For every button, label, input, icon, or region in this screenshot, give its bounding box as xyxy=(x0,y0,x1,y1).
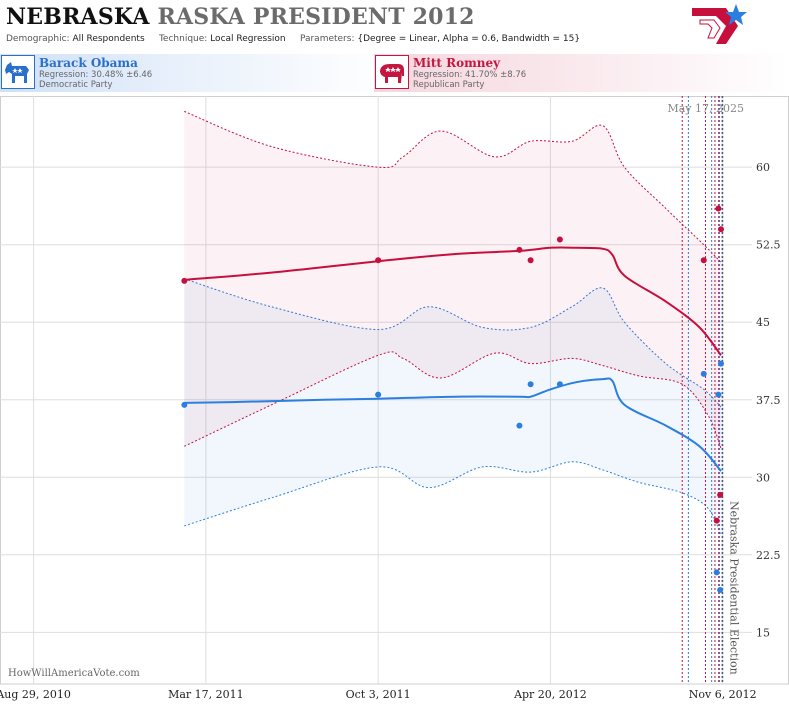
poll-point-0 xyxy=(700,370,707,377)
band-fill-0 xyxy=(184,278,722,536)
poll-point-1 xyxy=(713,517,720,524)
poll-point-0 xyxy=(181,401,188,408)
demographic-label: Demographic: xyxy=(6,34,70,44)
y-tick-label: 15 xyxy=(756,626,770,639)
poll-point-1 xyxy=(717,491,724,498)
star-stripes-logo-icon xyxy=(692,4,747,44)
elephant-icon xyxy=(375,55,409,89)
poll-point-1 xyxy=(375,257,382,264)
poll-point-1 xyxy=(700,257,707,264)
y-tick-label: 22.5 xyxy=(756,549,781,562)
obama-name: Barack Obama xyxy=(39,56,138,70)
y-tick-label: 37.5 xyxy=(756,394,781,407)
chart-labels: May 17, 2025 HowWillAmericaVote.com Nebras… xyxy=(8,102,744,679)
axes: 15 22.5 30 37.5 45 52.5 60 Aug 29, 2010 Mar 17, … xyxy=(0,161,781,701)
poll-point-0 xyxy=(375,391,382,398)
poll-date-lines xyxy=(681,96,724,684)
poll-point-0 xyxy=(516,422,523,429)
poll-point-1 xyxy=(516,246,523,253)
x-tick-label: Oct 3, 2011 xyxy=(346,688,411,701)
x-tick-label: Mar 17, 2011 xyxy=(168,688,244,701)
donkey-icon xyxy=(1,55,35,89)
y-tick-label: 30 xyxy=(756,471,770,484)
title-race: PRESIDENT 2012 xyxy=(252,4,475,30)
poll-point-0 xyxy=(715,391,722,398)
title-state-fragment: RASKA xyxy=(157,4,246,30)
poll-point-1 xyxy=(181,277,188,284)
parameters-line: Demographic: All Respondents Technique: … xyxy=(6,34,580,44)
election-label: Nebraska Presidential Election xyxy=(728,501,741,675)
poll-point-1 xyxy=(717,226,724,233)
x-tick-label: Nov 6, 2012 xyxy=(689,688,757,701)
y-tick-label: 45 xyxy=(756,316,770,329)
poll-point-0 xyxy=(713,569,720,576)
candidate-obama: Barack Obama Regression: 30.48% ±6.46 De… xyxy=(0,54,390,92)
band-upper-1 xyxy=(184,110,722,263)
watermark: HowWillAmericaVote.com xyxy=(8,668,140,679)
chart-title: NEBRASKA RASKA PRESIDENT 2012 xyxy=(6,4,475,30)
poll-point-1 xyxy=(715,205,722,212)
poll-point-0 xyxy=(717,586,724,593)
y-tick-label: 52.5 xyxy=(756,239,781,252)
poll-regression-chart: 15 22.5 30 37.5 45 52.5 60 Aug 29, 2010 Mar 17, … xyxy=(0,96,789,701)
candidate-romney: Mitt Romney Regression: 41.70% ±8.76 Rep… xyxy=(374,54,789,92)
date-stamp: May 17, 2025 xyxy=(667,102,744,115)
trend-line-1 xyxy=(184,246,722,356)
parameters-label: Parameters: xyxy=(299,34,355,44)
poll-points xyxy=(181,205,724,593)
demographic-value: All Respondents xyxy=(72,34,145,44)
romney-party: Republican Party xyxy=(413,80,485,90)
parameters-value: {Degree = Linear, Alpha = 0.6, Bandwidth… xyxy=(357,34,581,44)
poll-point-0 xyxy=(556,381,563,388)
confidence-bands xyxy=(184,110,722,536)
poll-point-1 xyxy=(556,236,563,243)
technique-label: Technique: xyxy=(158,34,208,44)
band-upper-0 xyxy=(184,278,722,408)
trend-line-0 xyxy=(184,377,722,472)
romney-regression: Regression: 41.70% ±8.76 xyxy=(413,70,527,80)
technique-value: Local Regression xyxy=(210,34,286,44)
chart-header: NEBRASKA RASKA PRESIDENT 2012 Demographi… xyxy=(0,0,789,50)
poll-point-1 xyxy=(527,257,534,264)
poll-point-0 xyxy=(717,360,724,367)
poll-point-0 xyxy=(527,381,534,388)
obama-party: Democratic Party xyxy=(39,80,113,90)
romney-name: Mitt Romney xyxy=(413,56,501,70)
band-fill-1 xyxy=(184,111,722,449)
x-tick-label: Aug 29, 2010 xyxy=(0,688,71,701)
title-state: NEBRASKA xyxy=(6,4,150,30)
obama-regression: Regression: 30.48% ±6.46 xyxy=(39,70,153,80)
y-tick-label: 60 xyxy=(756,161,770,174)
x-tick-label: Apr 20, 2012 xyxy=(513,688,587,701)
trend-lines xyxy=(184,246,722,472)
